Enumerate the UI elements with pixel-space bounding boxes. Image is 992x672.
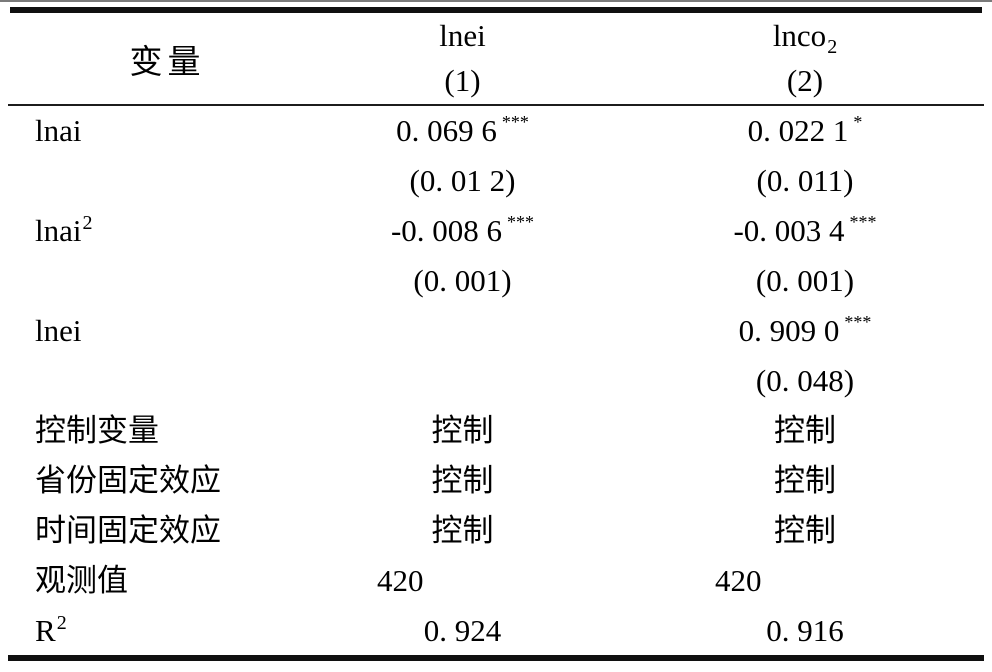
model1-cell: [280, 356, 645, 406]
model2-cell: 控制: [645, 456, 992, 506]
table-row: 控制变量 控制 控制: [0, 406, 992, 456]
header-model2-number: (2): [786, 63, 824, 98]
model2-cell: 控制: [645, 506, 992, 556]
variable-cell: lnai: [0, 106, 280, 156]
table-row: (0. 048): [0, 356, 992, 406]
header-model2-depvar: lnco2: [645, 13, 965, 58]
model2-std-error: (0. 011): [756, 163, 854, 198]
model1-cell: 控制: [280, 456, 645, 506]
model2-value: -0. 003 4: [733, 213, 845, 248]
model2-cell: (0. 011): [645, 156, 992, 206]
model2-observations: 420: [715, 563, 762, 598]
variable-superscript: 2: [56, 612, 67, 634]
variable-cell: [0, 356, 280, 406]
model2-cell: 控制: [645, 406, 992, 456]
model2-cell: 0. 022 1 *: [645, 106, 992, 156]
variable-label: R: [35, 613, 56, 648]
table-row: 省份固定效应 控制 控制: [0, 456, 992, 506]
model1-std-error: (0. 001): [413, 263, 512, 298]
model1-cell: (0. 001): [280, 256, 645, 306]
table-row: 观测值 420 420: [0, 556, 992, 606]
variable-label: 时间固定效应: [35, 513, 221, 548]
table-row: R2 0. 924 0. 916: [0, 606, 992, 656]
model1-std-error: (0. 01 2): [409, 163, 516, 198]
model1-value: 控制: [431, 513, 494, 548]
model1-value: 控制: [431, 413, 494, 448]
header-model1-number: (1): [444, 63, 481, 98]
variable-superscript: 2: [82, 212, 93, 234]
table-row: lnai2 -0. 008 6 *** -0. 003 4 ***: [0, 206, 992, 256]
model2-value: 控制: [774, 413, 836, 448]
model2-value: 控制: [774, 513, 836, 548]
model2-cell: 420: [645, 556, 992, 606]
variable-cell: 控制变量: [0, 406, 280, 456]
model2-cell: 0. 909 0 ***: [645, 306, 992, 356]
table-header-rule: [8, 104, 984, 106]
header-model2-depvar-subscript: 2: [827, 36, 838, 58]
model1-significance-stars: ***: [507, 212, 535, 232]
variable-cell: R2: [0, 606, 280, 656]
model1-cell: 0. 924: [280, 606, 645, 656]
table-row: lnei 0. 909 0 ***: [0, 306, 992, 356]
header-model1-cell: lnei (1): [280, 13, 645, 104]
header-model1-depvar: lnei: [439, 18, 486, 53]
table-row: 时间固定效应 控制 控制: [0, 506, 992, 556]
table-body: lnai 0. 069 6 *** 0. 022 1 * (0. 01 2) (0.…: [0, 106, 992, 656]
model2-cell: -0. 003 4 ***: [645, 206, 992, 256]
variable-label: 省份固定效应: [35, 463, 221, 498]
model1-cell: (0. 01 2): [280, 156, 645, 206]
model1-cell: 420: [280, 556, 645, 606]
variable-cell: 省份固定效应: [0, 456, 280, 506]
variable-label: 控制变量: [35, 413, 159, 448]
header-variable-label: 变量: [129, 44, 206, 81]
model1-value: 0. 069 6: [396, 113, 497, 148]
table-header-row: 变量 lnei (1) lnco2 (2): [0, 13, 992, 104]
table-row: lnai 0. 069 6 *** 0. 022 1 *: [0, 106, 992, 156]
variable-label: lnai: [35, 213, 82, 248]
table-bottom-rule: [8, 655, 984, 661]
variable-cell: [0, 256, 280, 306]
model2-value: 0. 909 0: [738, 313, 840, 348]
model2-cell: 0. 916: [645, 606, 992, 656]
scan-top-edge: [0, 0, 992, 2]
variable-cell: [0, 156, 280, 206]
model2-cell: (0. 048): [645, 356, 992, 406]
model1-value: 控制: [431, 463, 494, 498]
model2-significance-stars: *: [853, 112, 863, 132]
variable-label: lnei: [35, 313, 82, 348]
table-row: (0. 001) (0. 001): [0, 256, 992, 306]
model2-value: 控制: [774, 463, 836, 498]
model1-cell: 控制: [280, 406, 645, 456]
model2-significance-stars: ***: [844, 312, 872, 332]
variable-label: lnai: [35, 113, 82, 148]
model2-std-error: (0. 001): [755, 263, 855, 298]
table-row: (0. 01 2) (0. 011): [0, 156, 992, 206]
table-top-rule: [10, 7, 982, 13]
model2-value: 0. 022 1: [747, 113, 849, 148]
model2-significance-stars: ***: [849, 212, 877, 232]
header-model2-cell: lnco2 (2): [645, 13, 992, 104]
variable-cell: lnai2: [0, 206, 280, 256]
variable-cell: 时间固定效应: [0, 506, 280, 556]
variable-cell: lnei: [0, 306, 280, 356]
model1-cell: -0. 008 6 ***: [280, 206, 645, 256]
model1-cell: [280, 306, 645, 356]
header-variable-cell: 变量: [0, 13, 280, 104]
model1-cell: 控制: [280, 506, 645, 556]
model1-observations: 420: [377, 563, 424, 598]
model2-std-error: (0. 048): [755, 363, 855, 398]
model2-cell: (0. 001): [645, 256, 992, 306]
model1-significance-stars: ***: [501, 112, 529, 132]
header-model2-depvar-base: lnco: [772, 18, 827, 53]
model1-cell: 0. 069 6 ***: [280, 106, 645, 156]
model1-value: -0. 008 6: [390, 213, 503, 248]
model2-r-squared: 0. 916: [766, 613, 844, 648]
model1-r-squared: 0. 924: [423, 613, 502, 648]
variable-cell: 观测值: [0, 556, 280, 606]
variable-label: 观测值: [35, 563, 128, 598]
